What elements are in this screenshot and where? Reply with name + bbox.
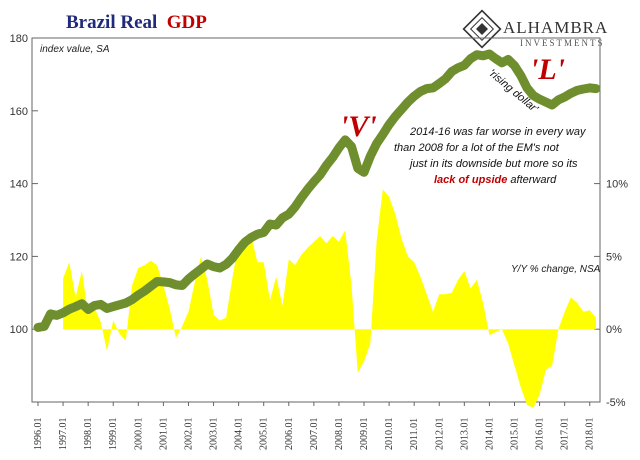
x-tick-label: 1997.01 bbox=[58, 418, 69, 451]
plot-frame bbox=[31, 37, 601, 403]
x-tick-label: 2013.01 bbox=[459, 418, 470, 451]
x-tick-label: 1996.01 bbox=[33, 418, 44, 451]
x-tick-label: 2010.01 bbox=[384, 418, 395, 451]
x-tick-label: 1999.01 bbox=[108, 418, 119, 451]
logo-sub: INVESTMENTS bbox=[520, 38, 605, 48]
x-tick-label: 2003.01 bbox=[209, 418, 220, 451]
x-tick-label: 2008.01 bbox=[334, 418, 345, 451]
x-tick-label: 2012.01 bbox=[434, 418, 445, 451]
x-tick-label: 2014.01 bbox=[484, 417, 495, 450]
logo-diamond-icon bbox=[462, 9, 502, 49]
x-tick-label: 2018.01 bbox=[585, 418, 596, 451]
comment-line-3: just in its downside but more so its bbox=[408, 158, 578, 170]
x-tick-label: 2011.01 bbox=[409, 418, 420, 450]
left-tick-label: 140 bbox=[10, 179, 28, 191]
right-axis-ticks: 10% 5% 0% -5% bbox=[594, 179, 628, 409]
v-annotation: 'V' bbox=[340, 110, 377, 143]
right-tick-label: 0% bbox=[606, 324, 622, 336]
comment-highlight: lack of upside bbox=[434, 174, 507, 186]
comment-line-4-rest: afterward bbox=[510, 174, 557, 186]
x-tick-label: 2002.01 bbox=[183, 418, 194, 451]
x-tick-label: 2004.01 bbox=[234, 418, 245, 451]
x-tick-label: 2005.01 bbox=[259, 418, 270, 451]
yoy-change-area bbox=[63, 189, 597, 408]
l-annotation: 'L' bbox=[530, 53, 565, 86]
comment-line-2: than 2008 for a lot of the EM's not bbox=[394, 142, 560, 154]
right-tick-label: 10% bbox=[606, 179, 628, 191]
left-tick-label: 100 bbox=[10, 324, 28, 336]
alhambra-logo: ALHAMBRA INVESTMENTS bbox=[462, 9, 608, 49]
x-tick-label: 1998.01 bbox=[83, 418, 94, 451]
x-tick-label: 2009.01 bbox=[359, 418, 370, 451]
logo-name: ALHAMBRA bbox=[503, 18, 608, 37]
comment-line-1: 2014-16 was far worse in every way bbox=[409, 126, 587, 138]
right-tick-label: -5% bbox=[606, 397, 626, 409]
left-tick-label: 120 bbox=[10, 251, 28, 263]
title-part2: GDP bbox=[167, 12, 208, 33]
x-tick-label: 2017.01 bbox=[560, 418, 571, 451]
x-tick-label: 2007.01 bbox=[309, 418, 320, 451]
chart-title: Brazil Real GDP bbox=[66, 12, 207, 33]
left-axis-label: index value, SA bbox=[40, 44, 110, 55]
x-axis-ticks: 1996.01 1997.01 1998.01 1999.01 2000.01 2001.… bbox=[33, 402, 596, 450]
left-axis-ticks: 180 160 140 120 100 bbox=[10, 33, 38, 336]
x-tick-label: 2015.01 bbox=[509, 418, 520, 451]
title-part1: Brazil Real bbox=[66, 12, 157, 33]
gdp-index-line bbox=[33, 49, 601, 332]
left-tick-label: 160 bbox=[10, 106, 28, 118]
comment-text: 2014-16 was far worse in every way than … bbox=[394, 126, 589, 186]
x-tick-label: 2006.01 bbox=[284, 418, 295, 451]
x-tick-label: 2016.01 bbox=[535, 418, 546, 451]
x-tick-label: 2000.01 bbox=[133, 418, 144, 451]
left-tick-label: 180 bbox=[10, 33, 28, 45]
x-tick-label: 2001.01 bbox=[158, 418, 169, 451]
right-tick-label: 5% bbox=[606, 251, 622, 263]
right-axis-label: Y/Y % change, NSA bbox=[511, 264, 601, 275]
